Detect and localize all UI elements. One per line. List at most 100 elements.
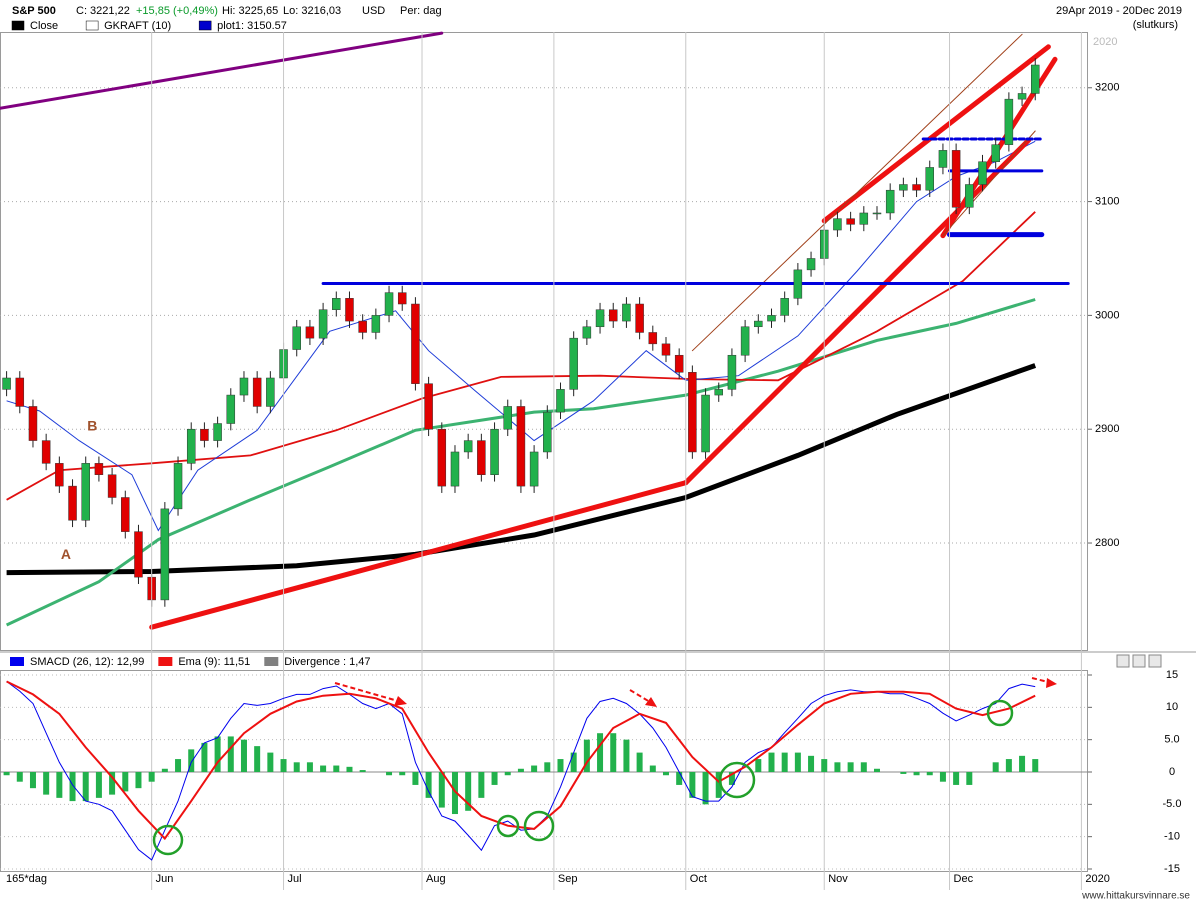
- y-tick-label: 3000: [1095, 309, 1119, 321]
- candle-body: [318, 309, 328, 339]
- histogram-bar: [320, 765, 327, 772]
- trend-line: [0, 31, 444, 110]
- moving-average: [5, 298, 1036, 627]
- histogram-bar: [966, 772, 973, 785]
- settings-button[interactable]: [1132, 654, 1146, 668]
- x-tick-label: Nov: [828, 873, 848, 885]
- histogram-bar: [56, 772, 63, 798]
- candle-body: [2, 377, 11, 390]
- candle-body: [806, 258, 816, 271]
- histogram-bar: [267, 752, 274, 772]
- candle-body: [846, 218, 855, 225]
- candle-body: [529, 451, 539, 487]
- y-tick-label: 2900: [1095, 423, 1119, 435]
- candle-body: [582, 326, 592, 339]
- candle-body: [912, 184, 921, 191]
- histogram-bar: [333, 765, 340, 772]
- histogram-bar: [597, 733, 604, 772]
- candle-body: [81, 463, 90, 521]
- y-tick-label: 3200: [1095, 82, 1119, 94]
- arrow-head: [1046, 678, 1057, 688]
- x-tick-label: Jul: [288, 873, 302, 885]
- x-tick-label: Oct: [690, 873, 707, 885]
- change-value: +15,85 (+0,49%): [136, 5, 218, 17]
- candle-body: [622, 303, 631, 322]
- legend-swatch: [198, 20, 212, 31]
- histogram-bar: [623, 739, 630, 772]
- candle-body: [595, 309, 605, 328]
- x-tick-label: Dec: [954, 873, 974, 885]
- candle-body: [424, 383, 433, 430]
- trend-line: [942, 130, 1036, 237]
- histogram-bar: [610, 733, 617, 772]
- trend-line: [149, 480, 689, 630]
- candle-body: [793, 269, 803, 299]
- candle-body: [28, 406, 38, 441]
- legend-swatch: [264, 657, 279, 666]
- zoom-button[interactable]: [1116, 654, 1130, 668]
- footer: www.hittakursvinnare.se: [1081, 891, 1190, 902]
- histogram-bar: [386, 772, 393, 776]
- candle-body: [384, 292, 394, 316]
- candle-body: [477, 440, 486, 475]
- year-watermark: 2020: [1093, 36, 1117, 48]
- candle-body: [569, 337, 578, 390]
- candle-body: [463, 440, 473, 453]
- histogram-bar: [926, 772, 933, 776]
- trend-line: [691, 33, 1023, 352]
- legend-label: plot1: 3150.57: [217, 20, 287, 32]
- candle-body: [397, 292, 407, 305]
- y-tick-label: 2800: [1095, 537, 1119, 549]
- arrow: [334, 682, 399, 702]
- legend-label: Divergence : 1,47: [284, 656, 370, 668]
- histogram-bar: [662, 772, 669, 776]
- candle-body: [490, 428, 499, 475]
- candle-body: [714, 389, 723, 396]
- histogram-bar: [306, 762, 313, 772]
- histogram-bar: [794, 752, 801, 772]
- histogram-bar: [953, 772, 960, 785]
- signal-circle: [152, 824, 184, 856]
- candle-body: [411, 303, 420, 384]
- candle-body: [55, 463, 64, 487]
- candle-body: [437, 428, 447, 487]
- candle-body: [186, 428, 196, 464]
- histogram-bar: [715, 772, 722, 798]
- y-tick-label: -5.0: [1163, 798, 1182, 810]
- candle-body: [173, 463, 183, 510]
- candle-body: [701, 394, 710, 453]
- x-tick-label: Jun: [156, 873, 174, 885]
- candle-body: [239, 377, 249, 396]
- close-button[interactable]: [1148, 654, 1162, 668]
- signal-circle: [986, 699, 1014, 727]
- histogram-bar: [478, 772, 485, 798]
- y-tick-label: 0: [1169, 766, 1175, 778]
- candle-body: [200, 428, 209, 441]
- histogram-bar: [122, 772, 129, 792]
- histogram-bar: [821, 759, 828, 772]
- histogram-bar: [808, 755, 815, 772]
- candle-body: [121, 497, 130, 532]
- histogram-bar: [847, 762, 854, 772]
- candle-body: [780, 298, 789, 316]
- candle-body: [160, 508, 170, 601]
- histogram-bar: [451, 772, 458, 815]
- candle-body: [661, 343, 671, 356]
- candle-body: [226, 394, 236, 424]
- legend-label: Close: [30, 20, 58, 32]
- candle-body: [925, 167, 934, 191]
- histogram-bar: [201, 742, 208, 772]
- signal-circle: [523, 810, 555, 842]
- arrow-head: [394, 696, 407, 706]
- histogram-bar: [873, 768, 880, 772]
- histogram-bar: [649, 765, 656, 772]
- histogram-bar: [412, 772, 419, 785]
- histogram-bar: [1019, 755, 1026, 772]
- moving-average: [6, 363, 1037, 576]
- candle-body: [332, 298, 341, 310]
- histogram-bar: [939, 772, 946, 782]
- macd-plot: Jun Jul Aug Sep Oct Nov Dec 2020 15 10 5.0 0 -5.0 -10…: [0, 32, 1181, 890]
- candle-body: [556, 389, 565, 413]
- candle-body: [872, 212, 882, 215]
- candle-body: [1004, 98, 1014, 145]
